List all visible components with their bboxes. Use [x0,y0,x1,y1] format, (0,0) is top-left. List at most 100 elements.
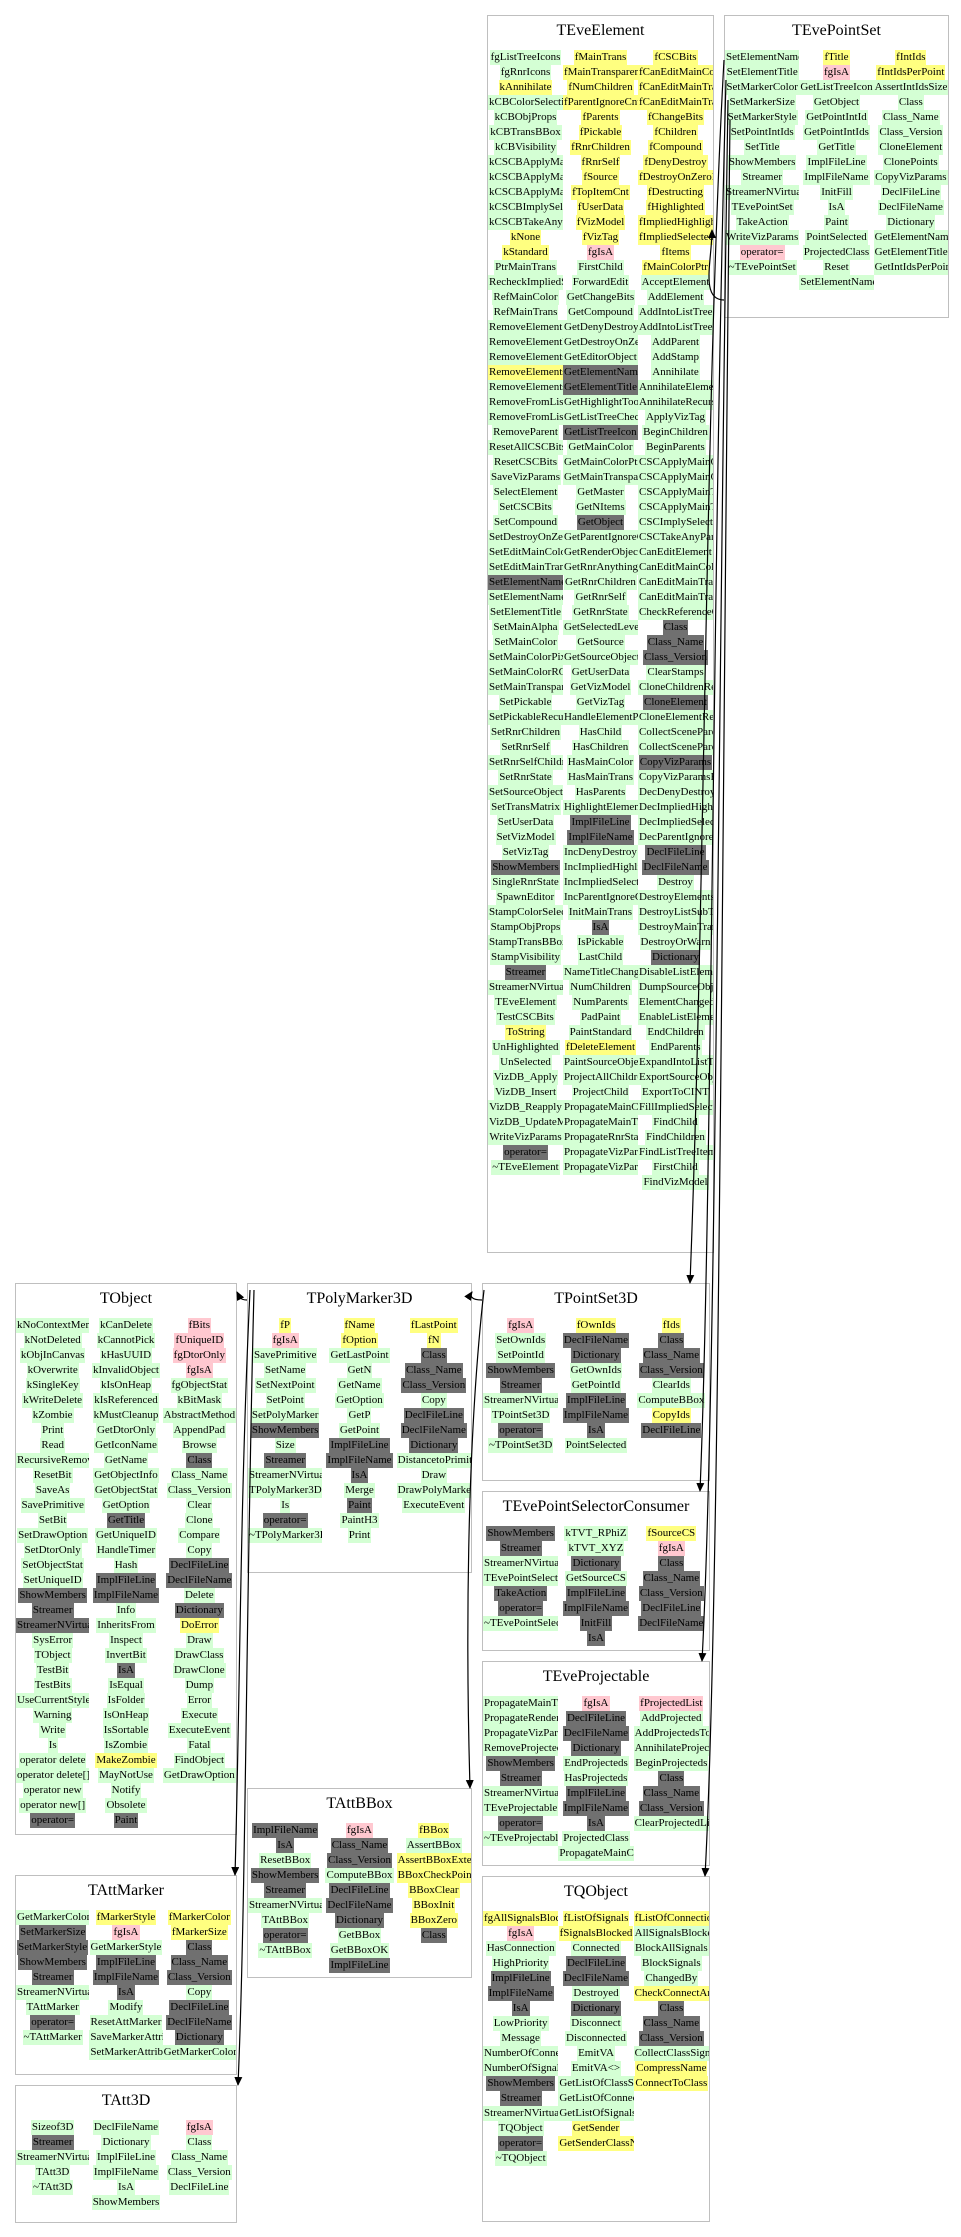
member-cell: DeclFileLine [645,845,706,860]
class-box-tattbbox: TAttBBox ImplFileName IsA ResetBBox ShowMem… [247,1788,472,1978]
member-cell: SaveMarkerAttributes [89,2030,163,2045]
member-cell: GetCompound [567,305,634,320]
member-column: Sizeof3D Streamer StreamerNVirtual TAtt3D ~T… [16,2120,90,2195]
member-cell: DeclFileLine [565,1956,627,1971]
member-cell: Paint [824,215,849,230]
member-cell: fCanEditMainTransparency [638,95,713,110]
member-cell: Write [39,1723,66,1738]
member-cell: Browse [181,1438,218,1453]
member-cell: fMainTransparency [563,65,638,80]
member-cell: SetObjectStat [21,1558,84,1573]
member-cell: Class [186,2135,213,2150]
member-cell: TEvePointSet [730,200,794,215]
member-cell: Error [186,1693,212,1708]
member-cell: FindListTreeItem [638,1145,713,1160]
member-cell: CSCImplySelectAllChildren [638,515,713,530]
member-cell: CopyVizParams [874,170,948,185]
member-cell: IsPickable [576,935,625,950]
member-cell: GetRnrSelf [574,590,627,605]
member-cell: FindVizModel [642,1175,709,1190]
member-cell: DeclFileLine [565,1711,627,1726]
member-column: SetElementNameTitleSetElementTitleSetMar… [725,50,800,275]
member-cell: ProjectedClass [562,1831,630,1846]
member-cell: CSCTakeAnyParentAsMaster [638,530,713,545]
member-cell: Class_Name [330,1838,389,1853]
member-cell: SetMainColorRGB [488,665,563,680]
member-cell: Dictionary [571,1348,621,1363]
member-cell: ~TEveElement [491,1160,560,1175]
member-cell: SavePrimitive [253,1348,318,1363]
edge-tpointset3d-tpolymarker3d [464,1291,483,1301]
member-column: fTitle fgIsA GetListTreeIcon GetObject GetPo… [799,50,874,290]
member-cell: GetDrawOption [162,1768,236,1783]
member-cell: ShowMembers [727,155,797,170]
member-cell: AllSignalsBlocked [633,1926,709,1941]
member-cell: ResetAttMarker [89,2015,163,2030]
member-cell: SetTransMatrix [490,800,561,815]
member-cell: InitFill [579,1616,613,1631]
member-cell: SetUserData [496,815,555,830]
member-cell: AddProjected [640,1711,703,1726]
member-cell: fIntIdsPerPoint [876,65,946,80]
member-cell: IsA [276,1838,295,1853]
member-cell: Copy [186,1985,213,2000]
member-cell: GetListOfSignals [558,2106,634,2121]
member-cell: fgAllSignalsBlocked [483,1911,559,1926]
member-cell: BBoxClear [408,1883,460,1898]
member-cell: fSourceCS [646,1526,697,1541]
member-cell: Paint [113,1813,139,1828]
member-column: fMarkerColor fMarkerSize Class Class_Name Cl… [162,1910,236,2060]
class-box-tevepointset: TEvePointSet SetElementNameTitleSetEleme… [724,15,949,318]
member-cell: GetListTreeIcon [563,425,638,440]
member-cell: CSCApplyMainTransparencyToAllChildren [638,485,713,500]
member-cell: SetCSCBits [498,500,553,515]
member-cell: UseCurrentStyle [16,1693,90,1708]
member-cell: GetTitle [817,140,856,155]
member-cell: SetMainTransparency [488,680,563,695]
member-cell: DeclFileName [326,1898,393,1913]
member-cell: StreamerNVirtual [483,1556,559,1571]
member-cell: Class_Name [642,2016,701,2031]
member-cell: StampColorSelection [488,905,563,920]
member-cell: CopyIds [651,1408,691,1423]
member-cell: fUserData [576,200,625,215]
member-cell: DistancetoPrimitive [396,1453,471,1468]
member-cell: Class_Version [166,1970,232,1985]
member-cell: fItems [660,245,691,260]
member-cell: SetUniqueID [22,1573,83,1588]
member-cell: GetHighlightTooltip [563,395,638,410]
member-cell: operator= [30,1813,76,1828]
member-cell: GetEditorObject [563,350,638,365]
member-cell: kTVT_XYZ [567,1541,625,1556]
member-cell: AnnihilateElements [638,380,713,395]
member-cell: BlockAllSignals [633,1941,709,1956]
member-cell: ShowMembers [486,1363,555,1378]
member-cell: ~TEvePointSet [727,260,797,275]
member-cell: SetPickableRecursively [488,710,563,725]
member-cell: IsA [117,1985,135,2000]
member-cell: fDestroyOnZeroRefCnt [638,170,713,185]
member-cell: AbstractMethod [162,1408,236,1423]
member-cell: fNumChildren [567,80,634,95]
member-cell: fgIsA [657,1541,685,1556]
member-cell: GetSource [576,635,625,650]
member-cell: StreamerNVirtual [725,185,800,200]
member-cell: ConnectToClass [634,2076,709,2091]
member-cell: Compare [178,1528,221,1543]
member-cell: kZombie [31,1408,74,1423]
member-cell: SetPolyMarker [250,1408,320,1423]
member-cell: RecheckImpliedSelections [488,275,563,290]
member-column: kCanDelete kCannotPick kHasUUID kInvalidObj… [89,1318,162,1828]
member-cell: SetElementName [488,575,563,590]
member-cell: kCBColorSelection [488,95,563,110]
class-title: TEveElement [556,22,645,39]
member-cell: FillImpliedSelectedSet [638,1100,713,1115]
member-cell: operator= [739,245,785,260]
class-box-teveelement: TEveElement fgListTreeIcons fgRnrIcons kAn… [487,15,714,1253]
member-cell: BeginParents [645,440,706,455]
member-cell: PaintStandard [568,1025,633,1040]
member-cell: operator new [22,1783,83,1798]
member-column: fgIsA DeclFileLine DeclFileName Dictionary E… [558,1696,634,1861]
member-cell: CloneElement [643,695,708,710]
member-cell: Size [274,1438,296,1453]
